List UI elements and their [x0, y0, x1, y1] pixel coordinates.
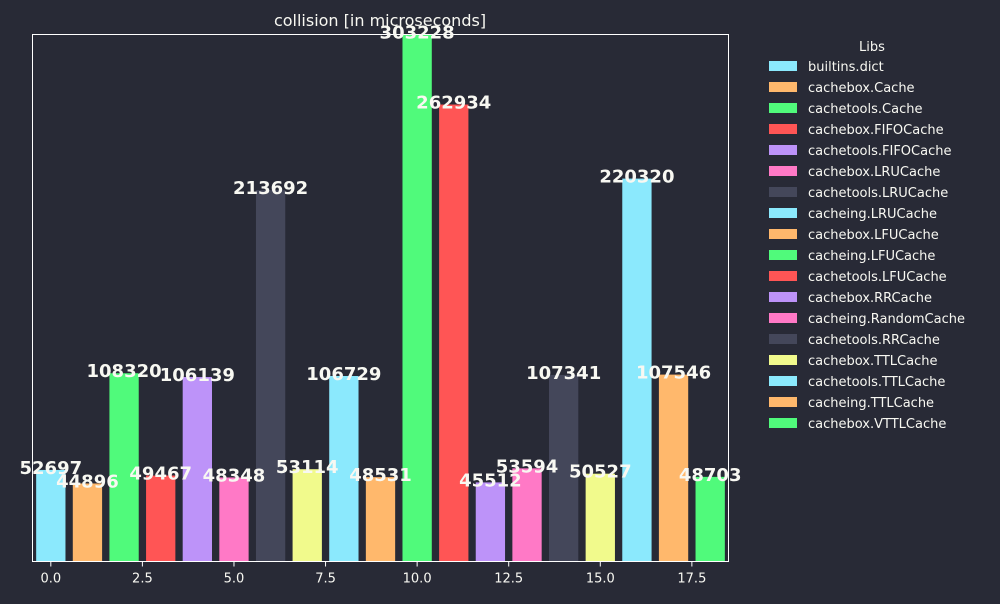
bar-value-label: 106729: [306, 364, 381, 385]
legend-label: cachetools.RRCache: [808, 333, 940, 348]
legend-label: cachebox.VTTLCache: [808, 417, 946, 432]
legend-label: cachebox.FIFOCache: [808, 123, 944, 138]
bar-value-label: 48531: [349, 465, 412, 486]
legend-label: cachebox.RRCache: [808, 291, 932, 306]
legend-swatch: [769, 397, 797, 407]
bar: [622, 178, 652, 562]
legend-swatch: [769, 418, 797, 428]
bar: [695, 476, 725, 562]
legend-swatch: [769, 250, 797, 260]
bar: [329, 376, 359, 562]
legend-swatch: [769, 355, 797, 365]
bar-value-label: 52697: [20, 458, 83, 479]
legend-swatch: [769, 313, 797, 323]
x-tick-label: 0.0: [40, 572, 61, 587]
bar: [658, 374, 689, 562]
bar: [512, 468, 542, 562]
legend-swatch: [769, 229, 797, 239]
legend: Libs builtins.dict cachebox.Cache cachetoo…: [769, 40, 965, 432]
bar-value-label: 303228: [380, 23, 455, 44]
legend-label: cacheing.LFUCache: [808, 249, 935, 264]
x-tick-label: 12.5: [494, 572, 523, 587]
legend-label: cachebox.LRUCache: [808, 165, 940, 180]
bar: [549, 374, 579, 562]
legend-swatch: [769, 271, 797, 281]
bar: [182, 377, 212, 562]
legend-swatch: [769, 376, 797, 386]
legend-swatch: [769, 334, 797, 344]
bar-value-label: 107341: [526, 363, 601, 384]
bar: [585, 473, 615, 562]
legend-label: builtins.dict: [808, 60, 884, 75]
legend-label: cachebox.TTLCache: [808, 354, 937, 369]
bar-value-label: 49467: [129, 464, 192, 485]
bar-value-label: 220320: [599, 167, 674, 188]
legend-label: cachebox.Cache: [808, 81, 915, 96]
bar: [365, 477, 396, 562]
axes-frame: [32, 34, 729, 562]
legend-swatch: [769, 145, 797, 155]
bar: [72, 483, 103, 562]
x-tick-label: 15.0: [586, 572, 615, 587]
bar-value-label: 108320: [87, 361, 162, 382]
bar-value-label: 48703: [679, 465, 742, 486]
bar: [109, 373, 139, 562]
legend-swatch: [769, 124, 797, 134]
legend-swatch: [769, 187, 797, 197]
bars-layer: [36, 34, 725, 562]
legend-swatch: [769, 61, 797, 71]
bar-value-label: 53114: [276, 457, 339, 478]
x-tick-label: 5.0: [224, 572, 245, 587]
legend-label: cacheing.LRUCache: [808, 207, 937, 222]
x-tick-label: 10.0: [403, 572, 432, 587]
legend-swatch: [769, 166, 797, 176]
legend-label: cacheing.TTLCache: [808, 396, 934, 411]
bar: [36, 469, 66, 562]
x-tick-label: 17.5: [677, 572, 706, 587]
bar-value-label: 213692: [233, 178, 308, 199]
legend-label: cachetools.FIFOCache: [808, 144, 951, 159]
legend-swatch: [769, 82, 797, 92]
bar-value-label: 53594: [496, 456, 559, 477]
bar: [475, 482, 506, 562]
bar-value-label: 262934: [416, 93, 491, 114]
bar: [292, 469, 322, 562]
x-tick-label: 7.5: [315, 572, 336, 587]
bar-value-label: 107546: [636, 363, 711, 384]
bar-value-label: 106139: [160, 365, 235, 386]
x-tick-label: 2.5: [132, 572, 153, 587]
legend-label: cachetools.LFUCache: [808, 270, 947, 285]
legend-label: cachebox.LFUCache: [808, 228, 939, 243]
bar: [146, 475, 176, 562]
legend-label: cachetools.TTLCache: [808, 375, 945, 390]
chart-title: collision [in microseconds]: [274, 11, 486, 30]
bar-value-label: 45512: [459, 470, 522, 491]
legend-label: cachetools.Cache: [808, 102, 922, 117]
bar: [255, 190, 286, 562]
legend-label: cachetools.LRUCache: [808, 186, 948, 201]
legend-swatch: [769, 208, 797, 218]
bar-value-label: 50527: [569, 462, 632, 483]
bar-value-label: 44896: [56, 471, 119, 492]
bar: [439, 104, 469, 562]
legend-label: cacheing.RandomCache: [808, 312, 965, 327]
bar: [402, 34, 432, 562]
legend-title: Libs: [859, 40, 885, 55]
legend-swatch: [769, 103, 797, 113]
bar: [219, 477, 249, 562]
legend-swatch: [769, 292, 797, 302]
bar-value-label: 48348: [203, 465, 266, 486]
x-axis-ticks: 0.0 2.5 5.0 7.5 10.0 12.5 15.0 17.5: [40, 561, 706, 587]
